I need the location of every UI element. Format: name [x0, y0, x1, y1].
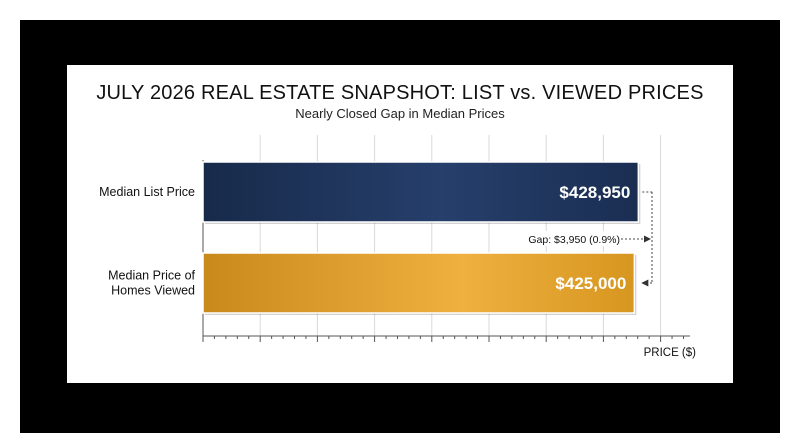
bars	[202, 161, 641, 315]
bar-1	[202, 161, 640, 223]
data-label: $425,000	[555, 274, 626, 293]
category-label: Median Price of	[108, 269, 195, 283]
gap-label-bg	[522, 231, 620, 246]
category-label: Median List Price	[99, 185, 195, 199]
data-label: $428,950	[559, 183, 630, 202]
chart-panel	[67, 65, 733, 383]
chart-title: JULY 2026 REAL ESTATE SNAPSHOT: LIST vs.…	[96, 82, 704, 104]
bar-2	[202, 252, 636, 314]
labels: $428,950 $425,000 Median List Price Median …	[99, 183, 630, 298]
x-axis-label: PRICE ($)	[644, 347, 697, 359]
category-label: Homes Viewed	[111, 284, 195, 298]
gap-annotation: Gap: $3,950 (0.9%)	[522, 191, 653, 287]
x-axis-ticks: PRICE ($)	[202, 336, 697, 359]
gap-label: Gap: $3,950 (0.9%)	[528, 234, 620, 246]
chart-subtitle: Nearly Closed Gap in Median Prices	[295, 106, 505, 121]
